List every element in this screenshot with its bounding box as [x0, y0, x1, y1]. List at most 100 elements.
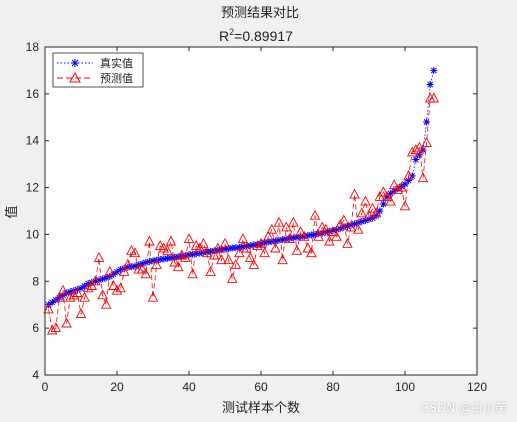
data-point [421, 137, 432, 148]
data-point [306, 247, 317, 258]
data-point [412, 156, 420, 163]
data-point [115, 282, 126, 293]
data-point [405, 177, 413, 184]
legend-marker-predicted [69, 71, 81, 83]
data-point [388, 179, 400, 190]
data-point [423, 118, 431, 126]
data-point [165, 235, 177, 246]
subtitle-r: R [219, 28, 229, 44]
data-point [111, 284, 123, 295]
x-axis-label: 测试样本个数 [222, 401, 300, 416]
data-point [237, 233, 249, 244]
data-point [216, 254, 227, 265]
data-point [118, 265, 130, 276]
legend-box [52, 52, 144, 88]
data-point [241, 242, 252, 253]
data-point [187, 268, 198, 279]
data-point [68, 289, 80, 300]
data-point [277, 254, 288, 265]
data-point [385, 195, 396, 206]
data-point [48, 298, 56, 306]
data-point [320, 223, 332, 234]
data-point [403, 169, 414, 180]
data-point [349, 188, 360, 199]
data-point [93, 251, 105, 262]
data-point [342, 237, 353, 248]
y-tick-label: 12 [26, 181, 40, 195]
y-tick-label: 18 [26, 40, 40, 54]
data-point [363, 209, 375, 220]
data-point [252, 240, 263, 251]
data-point [399, 200, 411, 211]
data-point [356, 207, 368, 218]
data-point [302, 242, 314, 253]
data-point [378, 186, 389, 197]
subtitle-value: =0.89917 [234, 28, 293, 44]
data-point [291, 244, 303, 255]
data-point [417, 172, 429, 183]
data-point [136, 263, 148, 274]
data-point [262, 230, 274, 241]
legend-marker-actual [71, 59, 79, 67]
data-point [57, 284, 69, 295]
data-point [198, 237, 209, 248]
data-point [219, 237, 231, 248]
data-point [396, 181, 407, 192]
data-point [208, 249, 220, 260]
data-point [72, 287, 83, 297]
data-point [284, 233, 296, 244]
subtitle-superscript: 2 [229, 27, 234, 37]
x-tick-label: 0 [42, 380, 49, 394]
data-point [370, 207, 382, 218]
data-point [255, 237, 267, 248]
watermark: CSDN @白小芙 [420, 401, 507, 415]
y-tick-label: 10 [26, 227, 40, 241]
data-point [97, 289, 108, 300]
y-tick-label: 4 [32, 368, 39, 382]
data-point [248, 258, 260, 269]
data-point [223, 254, 234, 265]
data-point [360, 195, 371, 206]
data-point [54, 291, 65, 302]
data-point [270, 242, 281, 253]
chart-title: 预测结果对比 [221, 6, 299, 21]
data-point [201, 247, 213, 258]
data-point [430, 66, 438, 74]
data-point [122, 258, 134, 269]
data-point [183, 233, 195, 244]
data-point [151, 258, 162, 269]
y-tick-label: 14 [26, 134, 40, 148]
data-point [77, 284, 85, 292]
data-point [244, 251, 256, 262]
series-predicted [43, 92, 440, 335]
plot-area [45, 47, 477, 375]
data-point [266, 223, 278, 234]
data-point [352, 223, 364, 234]
x-tick-label: 100 [395, 380, 415, 394]
data-point [100, 298, 112, 309]
data-point [129, 247, 141, 258]
data-point [205, 265, 216, 276]
y-tick-label: 16 [26, 87, 40, 101]
data-point [162, 244, 173, 255]
data-point [46, 324, 58, 335]
data-point [313, 230, 324, 241]
y-axis-label: 值 [4, 205, 20, 218]
data-point [410, 144, 422, 155]
data-point [75, 308, 87, 319]
data-point [144, 235, 155, 246]
data-point [50, 322, 62, 333]
data-point [234, 247, 245, 258]
tick-layer: 0 20 40 60 80 100 120 4 6 8 10 12 14 16 18 [26, 40, 488, 394]
data-point [298, 230, 310, 241]
x-tick-label: 20 [110, 380, 124, 394]
data-point [172, 261, 184, 272]
data-point [140, 268, 152, 279]
data-point [381, 190, 393, 201]
data-point [327, 226, 339, 237]
data-point [61, 317, 72, 328]
legend-label-predicted: 预测值 [100, 72, 133, 85]
data-point [104, 265, 116, 276]
x-tick-label: 80 [326, 380, 340, 394]
